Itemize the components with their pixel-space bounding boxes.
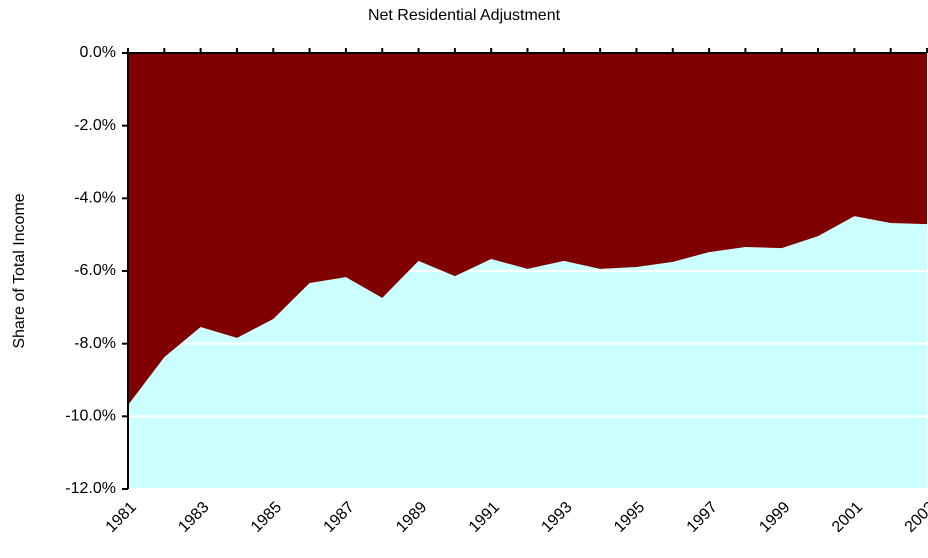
y-tick-label: -4.0% [74,190,116,207]
x-tick-label: 1991 [466,499,503,536]
x-tick-label: 1999 [756,499,793,536]
x-tick-label: 2003 [902,499,928,536]
x-tick-label: 1981 [103,499,140,536]
x-tick-label: 1989 [393,499,430,536]
x-tick-label: 1983 [175,499,212,536]
y-axis-label: Share of Total Income [11,193,28,348]
y-tick-label: -6.0% [74,262,116,279]
x-tick-label: 1987 [321,499,358,536]
x-tick-label: 1993 [538,499,575,536]
x-tick-label: 1995 [611,499,648,536]
y-tick-label: -8.0% [74,335,116,352]
x-tick-label: 1997 [684,499,721,536]
y-tick-label: -10.0% [65,408,116,425]
area [128,53,927,406]
y-tick-label: 0.0% [80,44,116,61]
y-tick-label: -12.0% [65,480,116,497]
y-tick-label: -2.0% [74,117,116,134]
x-tick-label: 1985 [248,499,285,536]
chart-title: Net Residential Adjustment [368,7,561,24]
x-tick-label: 2001 [829,499,866,536]
